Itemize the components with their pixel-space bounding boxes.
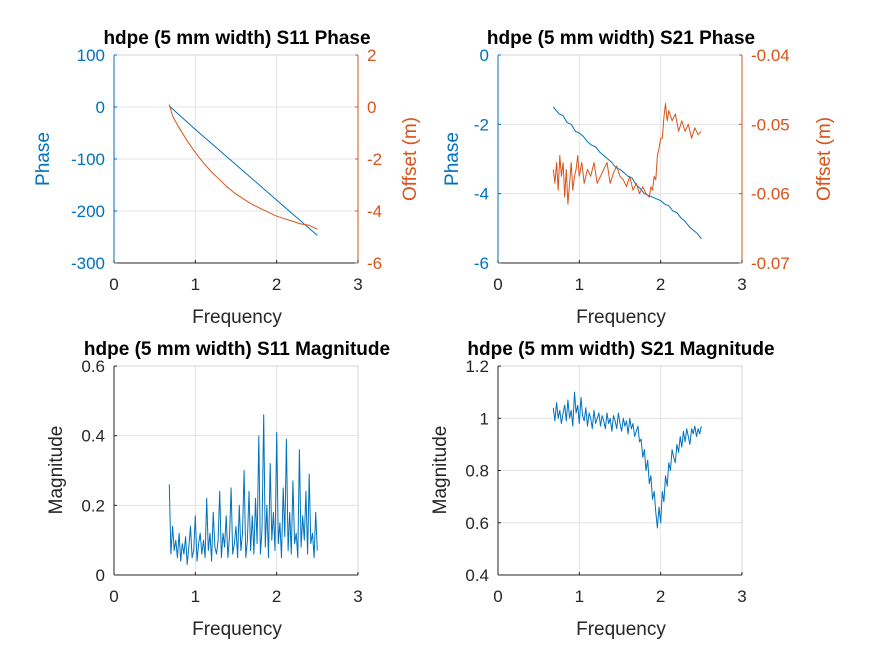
y-tick-label: -300 xyxy=(71,254,105,273)
x-tick-label: 3 xyxy=(353,587,362,606)
y-axis-label-right: Offset (m) xyxy=(400,117,421,201)
y-tick-label: 0.4 xyxy=(465,566,489,585)
plot-s11-phase: 0 1 2 3 -300 -200 -100 0 100 -6 -4 -2 0 2 xyxy=(71,46,382,294)
y-axis-label-right: Offset (m) xyxy=(814,117,835,201)
y-tick-label: 0.8 xyxy=(465,462,489,481)
series-line-phase xyxy=(168,105,318,236)
x-tick-label: 0 xyxy=(109,275,118,294)
y-axis-label: Phase xyxy=(33,132,54,186)
y-tick-label: 1 xyxy=(480,409,489,428)
y-tick-label: 0.6 xyxy=(81,357,105,376)
y-axis-label: Magnitude xyxy=(430,426,451,515)
panel-s11-magnitude: hdpe (5 mm width) S11 Magnitude 0 1 2 3 0 0.2… xyxy=(46,339,390,640)
y-tick-label: -200 xyxy=(71,202,105,221)
chart-title: hdpe (5 mm width) S21 Magnitude xyxy=(467,339,774,360)
plot-s21-magnitude: 0 1 2 3 0.4 0.6 0.8 1 1.2 xyxy=(465,357,746,606)
series-line-phase xyxy=(552,106,702,240)
x-tick-label: 1 xyxy=(575,275,584,294)
y-tick-label: -2 xyxy=(474,115,489,134)
series-line-offset xyxy=(168,104,318,230)
series-line-magnitude xyxy=(168,414,318,565)
y-tick-label: 0.4 xyxy=(81,427,105,446)
x-tick-label: 0 xyxy=(493,275,502,294)
y-axis-label: Magnitude xyxy=(46,426,67,515)
y-tick-label: -100 xyxy=(71,150,105,169)
y-tick-label-right: -0.04 xyxy=(751,46,790,65)
y-tick-label-right: -0.07 xyxy=(751,254,790,273)
x-tick-label: 3 xyxy=(737,275,746,294)
x-tick-label: 2 xyxy=(272,587,281,606)
y-tick-label: 0.2 xyxy=(81,496,105,515)
y-axis-label: Phase xyxy=(442,132,463,186)
x-tick-label: 1 xyxy=(575,587,584,606)
plot-s21-phase: 0 1 2 3 -6 -4 -2 0 -0.07 -0.06 -0.05 -0.04 xyxy=(474,46,790,294)
y-tick-label-right: -4 xyxy=(367,202,382,221)
y-tick-label-right: -0.05 xyxy=(751,115,790,134)
x-tick-label: 0 xyxy=(109,587,118,606)
y-tick-label-right: 0 xyxy=(367,98,376,117)
y-tick-label-right: 2 xyxy=(367,46,376,65)
panel-s21-phase: hdpe (5 mm width) S21 Phase 0 1 2 3 -6 -4 -2 0 -… xyxy=(442,28,835,328)
y-tick-label: 0 xyxy=(480,46,489,65)
x-tick-label: 2 xyxy=(656,275,665,294)
x-axis-label: Frequency xyxy=(576,307,666,328)
x-tick-label: 3 xyxy=(737,587,746,606)
x-tick-label: 1 xyxy=(191,587,200,606)
y-tick-label-right: -0.06 xyxy=(751,185,790,204)
x-axis-label: Frequency xyxy=(192,307,282,328)
series-line-offset xyxy=(552,103,702,205)
y-tick-label: 0 xyxy=(96,566,105,585)
x-axis-label: Frequency xyxy=(576,619,666,640)
y-tick-label: 100 xyxy=(77,46,105,65)
y-tick-label: 1.2 xyxy=(465,357,489,376)
y-tick-label-right: -6 xyxy=(367,254,382,273)
chart-title: hdpe (5 mm width) S11 Magnitude xyxy=(84,339,390,360)
panel-s11-phase: hdpe (5 mm width) S11 Phase 0 1 2 3-300-200… xyxy=(33,28,421,328)
series-line-magnitude xyxy=(552,391,702,529)
y-tick-label: -4 xyxy=(474,185,489,204)
panel-s21-magnitude: hdpe (5 mm width) S21 Magnitude 0 1 2 30.40… xyxy=(430,339,775,640)
chart-title: hdpe (5 mm width) S11 Phase xyxy=(103,28,370,49)
x-tick-label: 2 xyxy=(656,587,665,606)
y-tick-label: 0.6 xyxy=(465,514,489,533)
y-tick-label-right: -2 xyxy=(367,150,382,169)
plot-s11-magnitude: 0 1 2 3 0 0.2 0.4 0.6 xyxy=(81,357,362,606)
x-tick-label: 2 xyxy=(272,275,281,294)
y-tick-label: -6 xyxy=(474,254,489,273)
y-tick-label: 0 xyxy=(96,98,105,117)
chart-title: hdpe (5 mm width) S21 Phase xyxy=(487,28,755,49)
x-tick-label: 3 xyxy=(353,275,362,294)
x-tick-label: 0 xyxy=(493,587,502,606)
x-tick-label: 1 xyxy=(191,275,200,294)
x-axis-label: Frequency xyxy=(192,619,282,640)
